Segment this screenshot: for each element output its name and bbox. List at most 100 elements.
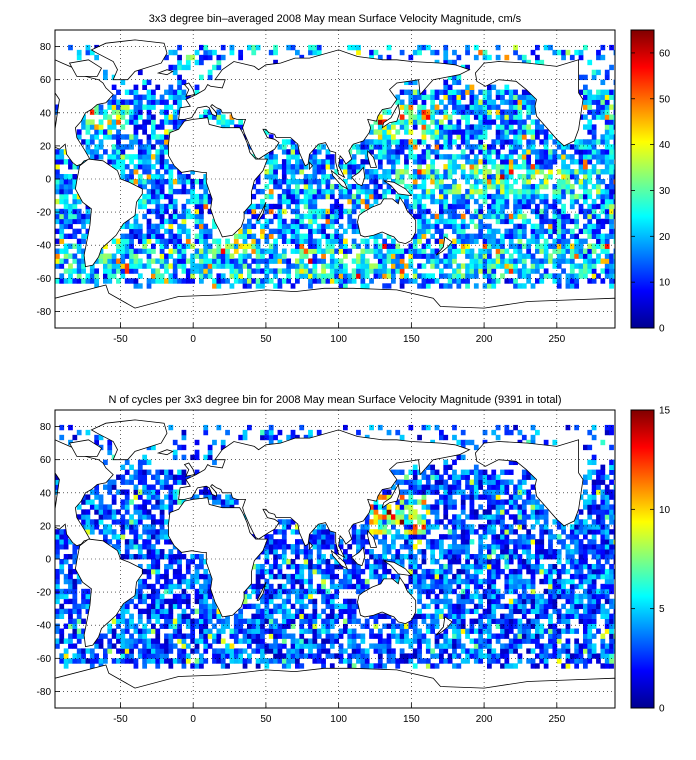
cycles-bin	[569, 593, 575, 600]
velocity-bin	[273, 273, 278, 279]
velocity-bin	[487, 208, 492, 215]
velocity-bin	[268, 248, 274, 254]
cycles-bin	[181, 643, 187, 649]
cycles-bin	[565, 638, 571, 644]
velocity-bin	[308, 49, 313, 56]
velocity-bin	[456, 104, 462, 110]
cycles-bin	[447, 554, 453, 560]
cycles-bin	[587, 593, 593, 600]
cycles-bin	[199, 638, 204, 644]
cycles-bin	[425, 663, 431, 669]
velocity-bin	[377, 233, 383, 239]
cycles-bin	[190, 648, 196, 654]
cycles-bin	[539, 623, 545, 629]
cycles-bin	[508, 618, 514, 624]
velocity-bin	[473, 179, 479, 185]
velocity-bin	[491, 139, 497, 145]
velocity-bin	[452, 109, 457, 115]
velocity-bin	[604, 144, 610, 150]
velocity-bin	[137, 283, 143, 289]
velocity-bin	[308, 154, 313, 160]
velocity-bin	[338, 258, 344, 264]
velocity-bin	[430, 278, 436, 284]
velocity-bin	[181, 213, 187, 220]
velocity-bin	[273, 248, 278, 254]
cycles-bin	[168, 583, 174, 590]
velocity-bin	[377, 273, 383, 279]
velocity-bin	[561, 228, 566, 235]
velocity-bin	[255, 179, 261, 185]
velocity-bin	[609, 154, 614, 160]
cycles-bin	[203, 633, 209, 639]
velocity-bin	[456, 119, 462, 125]
cycles-bin	[76, 648, 82, 654]
velocity-bin	[212, 278, 217, 284]
velocity-bin	[312, 49, 318, 56]
velocity-bin	[473, 198, 479, 205]
velocity-bin	[386, 109, 392, 115]
cycles-bin	[447, 549, 453, 555]
velocity-bin	[338, 213, 344, 220]
cycles-bin	[177, 653, 182, 659]
velocity-bin	[613, 179, 615, 185]
cycles-bin	[548, 578, 553, 585]
cycles-bin	[129, 618, 134, 624]
cycles-bin	[329, 623, 335, 629]
cycles-bin	[103, 648, 108, 654]
velocity-bin	[578, 169, 584, 175]
velocity-bin	[55, 179, 60, 185]
velocity-bin	[587, 99, 593, 105]
cycles-bin	[68, 638, 73, 644]
velocity-bin	[251, 183, 257, 190]
velocity-bin	[273, 243, 278, 249]
velocity-bin	[334, 213, 340, 220]
velocity-bin	[382, 283, 388, 289]
velocity-bin	[85, 119, 91, 125]
cycles-bin	[439, 633, 444, 639]
velocity-bin	[591, 164, 597, 170]
velocity-bin	[151, 208, 156, 215]
velocity-bin	[94, 54, 100, 61]
velocity-bin	[478, 129, 484, 135]
velocity-bin	[225, 278, 230, 284]
cycles-bin	[63, 623, 69, 629]
cycles-bin	[548, 563, 553, 570]
coastline	[68, 59, 103, 77]
velocity-bin	[116, 243, 121, 249]
velocity-bin	[94, 124, 100, 130]
cycles-bin	[233, 623, 239, 629]
cycles-bin	[447, 598, 453, 605]
velocity-bin	[216, 238, 222, 244]
velocity-bin	[425, 169, 431, 175]
velocity-bin	[312, 169, 318, 175]
cycles-bin	[281, 623, 287, 629]
cycles-bin	[543, 653, 549, 659]
velocity-bin	[412, 193, 418, 200]
velocity-bin	[569, 198, 575, 205]
velocity-bin	[351, 44, 357, 51]
cycles-bin	[329, 598, 335, 605]
cycles-bin	[548, 568, 553, 575]
velocity-bin	[116, 139, 121, 145]
velocity-bin	[299, 243, 305, 249]
cycles-bin	[273, 554, 278, 560]
velocity-bin	[281, 258, 287, 264]
velocity-bin	[103, 263, 108, 269]
velocity-bin	[251, 213, 257, 220]
velocity-bin	[469, 84, 475, 90]
velocity-bin	[146, 233, 152, 239]
cycles-bin	[260, 598, 265, 605]
cycles-bin	[421, 613, 427, 619]
velocity-bin	[203, 233, 209, 239]
cycles-bin	[85, 648, 91, 654]
velocity-bin	[530, 144, 536, 150]
velocity-bin	[587, 104, 593, 110]
velocity-bin	[578, 179, 584, 185]
cycles-bin	[72, 653, 78, 659]
velocity-bin	[281, 149, 287, 155]
cycles-bin	[399, 653, 405, 659]
velocity-bin	[600, 218, 606, 225]
cycles-bin	[94, 658, 100, 664]
cycles-bin	[552, 583, 558, 590]
cycles-bin	[164, 578, 169, 585]
